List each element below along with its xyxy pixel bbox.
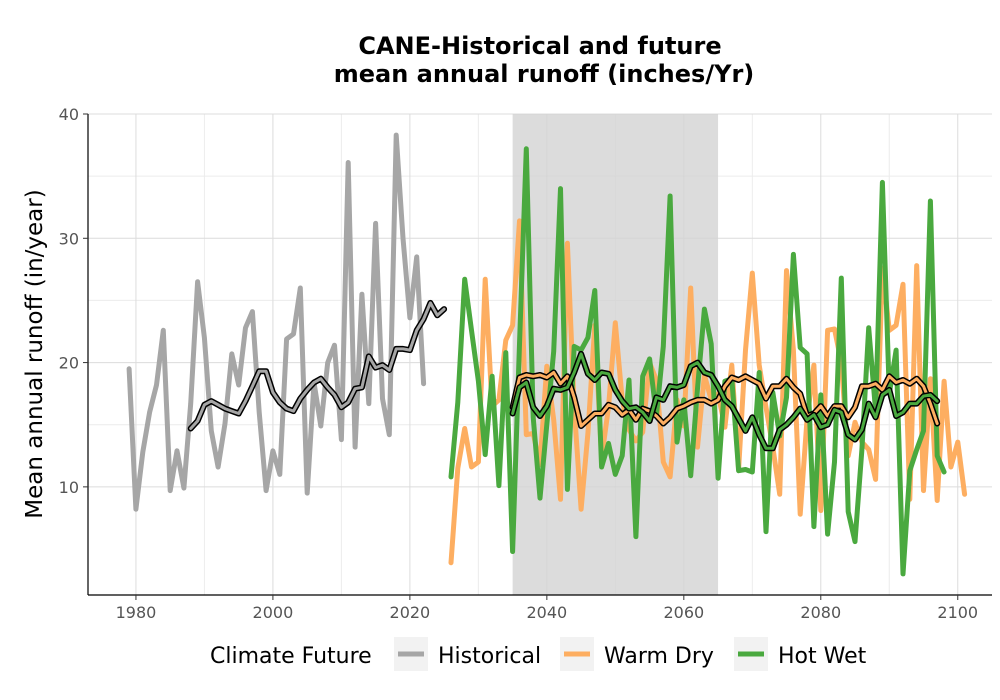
hot-wet-line <box>448 146 947 577</box>
x-tick-label: 2040 <box>526 603 567 622</box>
x-tick-label: 2060 <box>663 603 704 622</box>
y-tick-label: 30 <box>59 229 79 248</box>
axes: 1980 2000 2020 2040 2060 2080 2100 10 20 30 40 <box>59 105 992 622</box>
y-axis-title: Mean annual runoff (in/year) <box>22 189 48 518</box>
y-tick-label: 40 <box>59 105 79 124</box>
chart-title-line2: mean annual runoff (inches/Yr) <box>334 60 755 88</box>
x-tick-label: 1980 <box>116 603 157 622</box>
legend: Climate Future Historical Warm Dry Hot Wet <box>210 637 867 671</box>
hot-wet-rolling-mean <box>511 352 939 450</box>
chart-title-line1: CANE-Historical and future <box>358 32 721 60</box>
historical-line <box>126 132 427 512</box>
legend-label-2: Hot Wet <box>778 644 867 669</box>
y-tick-label: 10 <box>59 478 79 497</box>
shaded-period-rect <box>512 114 719 595</box>
legend-title: Climate Future <box>210 644 372 669</box>
legend-label-1: Warm Dry <box>604 644 714 669</box>
x-tick-label: 2080 <box>800 603 841 622</box>
warm-dry-rolling-mean <box>511 371 939 428</box>
x-tick-label: 2000 <box>253 603 294 622</box>
y-tick-label: 20 <box>59 354 79 373</box>
legend-label-0: Historical <box>438 644 541 669</box>
series-group <box>126 132 968 577</box>
x-tick-label: 2100 <box>937 603 978 622</box>
x-tick-label: 2020 <box>390 603 431 622</box>
historical-rolling-mean <box>189 301 446 430</box>
shaded-period <box>512 114 719 595</box>
